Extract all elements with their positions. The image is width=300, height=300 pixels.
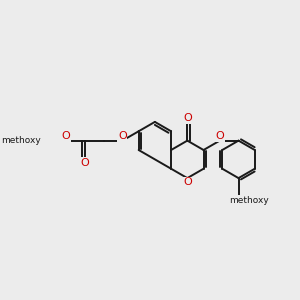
Text: O: O — [234, 196, 243, 206]
Text: methoxy: methoxy — [230, 196, 269, 205]
Text: O: O — [81, 158, 89, 168]
Text: O: O — [183, 113, 192, 123]
Text: O: O — [62, 131, 70, 142]
Text: O: O — [183, 177, 192, 187]
Text: methoxy: methoxy — [1, 136, 41, 145]
Text: O: O — [118, 131, 127, 142]
Text: O: O — [215, 131, 224, 142]
